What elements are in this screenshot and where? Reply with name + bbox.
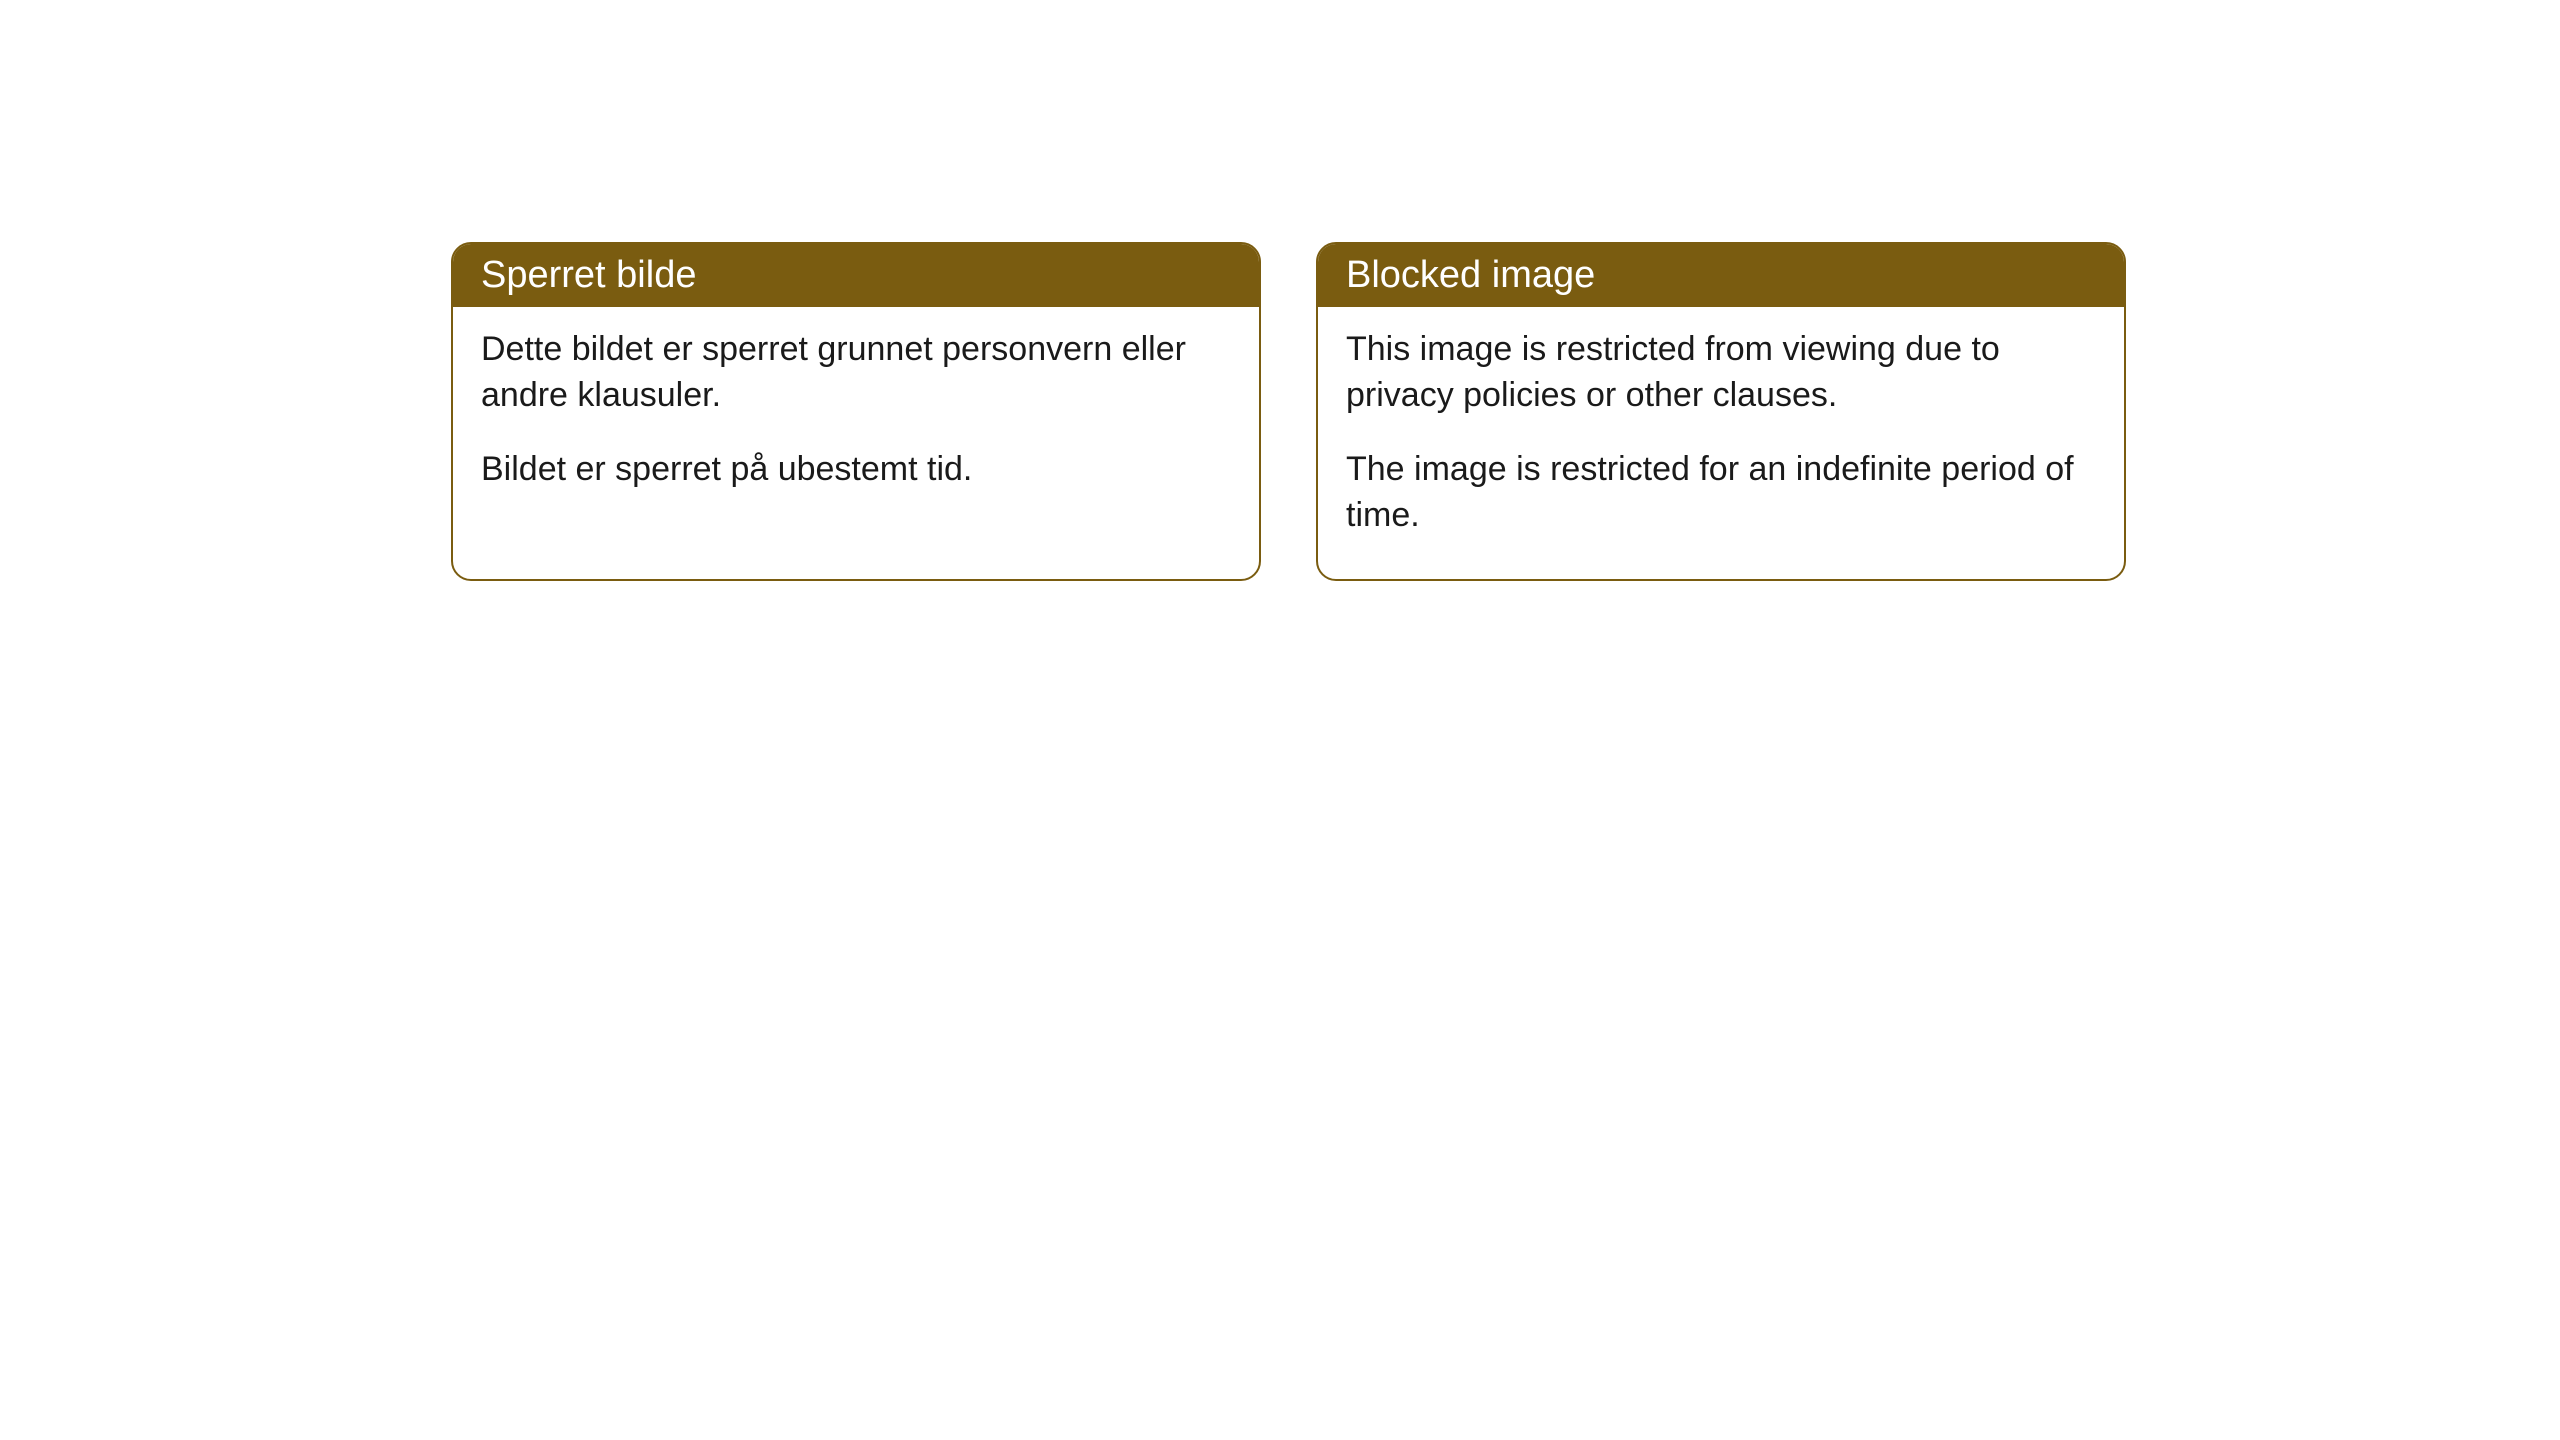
blocked-image-card-en: Blocked image This image is restricted f… <box>1316 242 2126 581</box>
card-body: Dette bildet er sperret grunnet personve… <box>453 307 1259 533</box>
cards-container: Sperret bilde Dette bildet er sperret gr… <box>451 242 2126 581</box>
card-title: Blocked image <box>1346 254 1595 296</box>
card-text-line: This image is restricted from viewing du… <box>1346 327 2096 419</box>
card-text-line: Dette bildet er sperret grunnet personve… <box>481 327 1231 419</box>
blocked-image-card-no: Sperret bilde Dette bildet er sperret gr… <box>451 242 1261 581</box>
card-text-line: Bildet er sperret på ubestemt tid. <box>481 447 1231 493</box>
card-title: Sperret bilde <box>481 254 696 296</box>
card-header: Sperret bilde <box>453 244 1259 307</box>
card-body: This image is restricted from viewing du… <box>1318 307 2124 579</box>
card-header: Blocked image <box>1318 244 2124 307</box>
card-text-line: The image is restricted for an indefinit… <box>1346 447 2096 539</box>
